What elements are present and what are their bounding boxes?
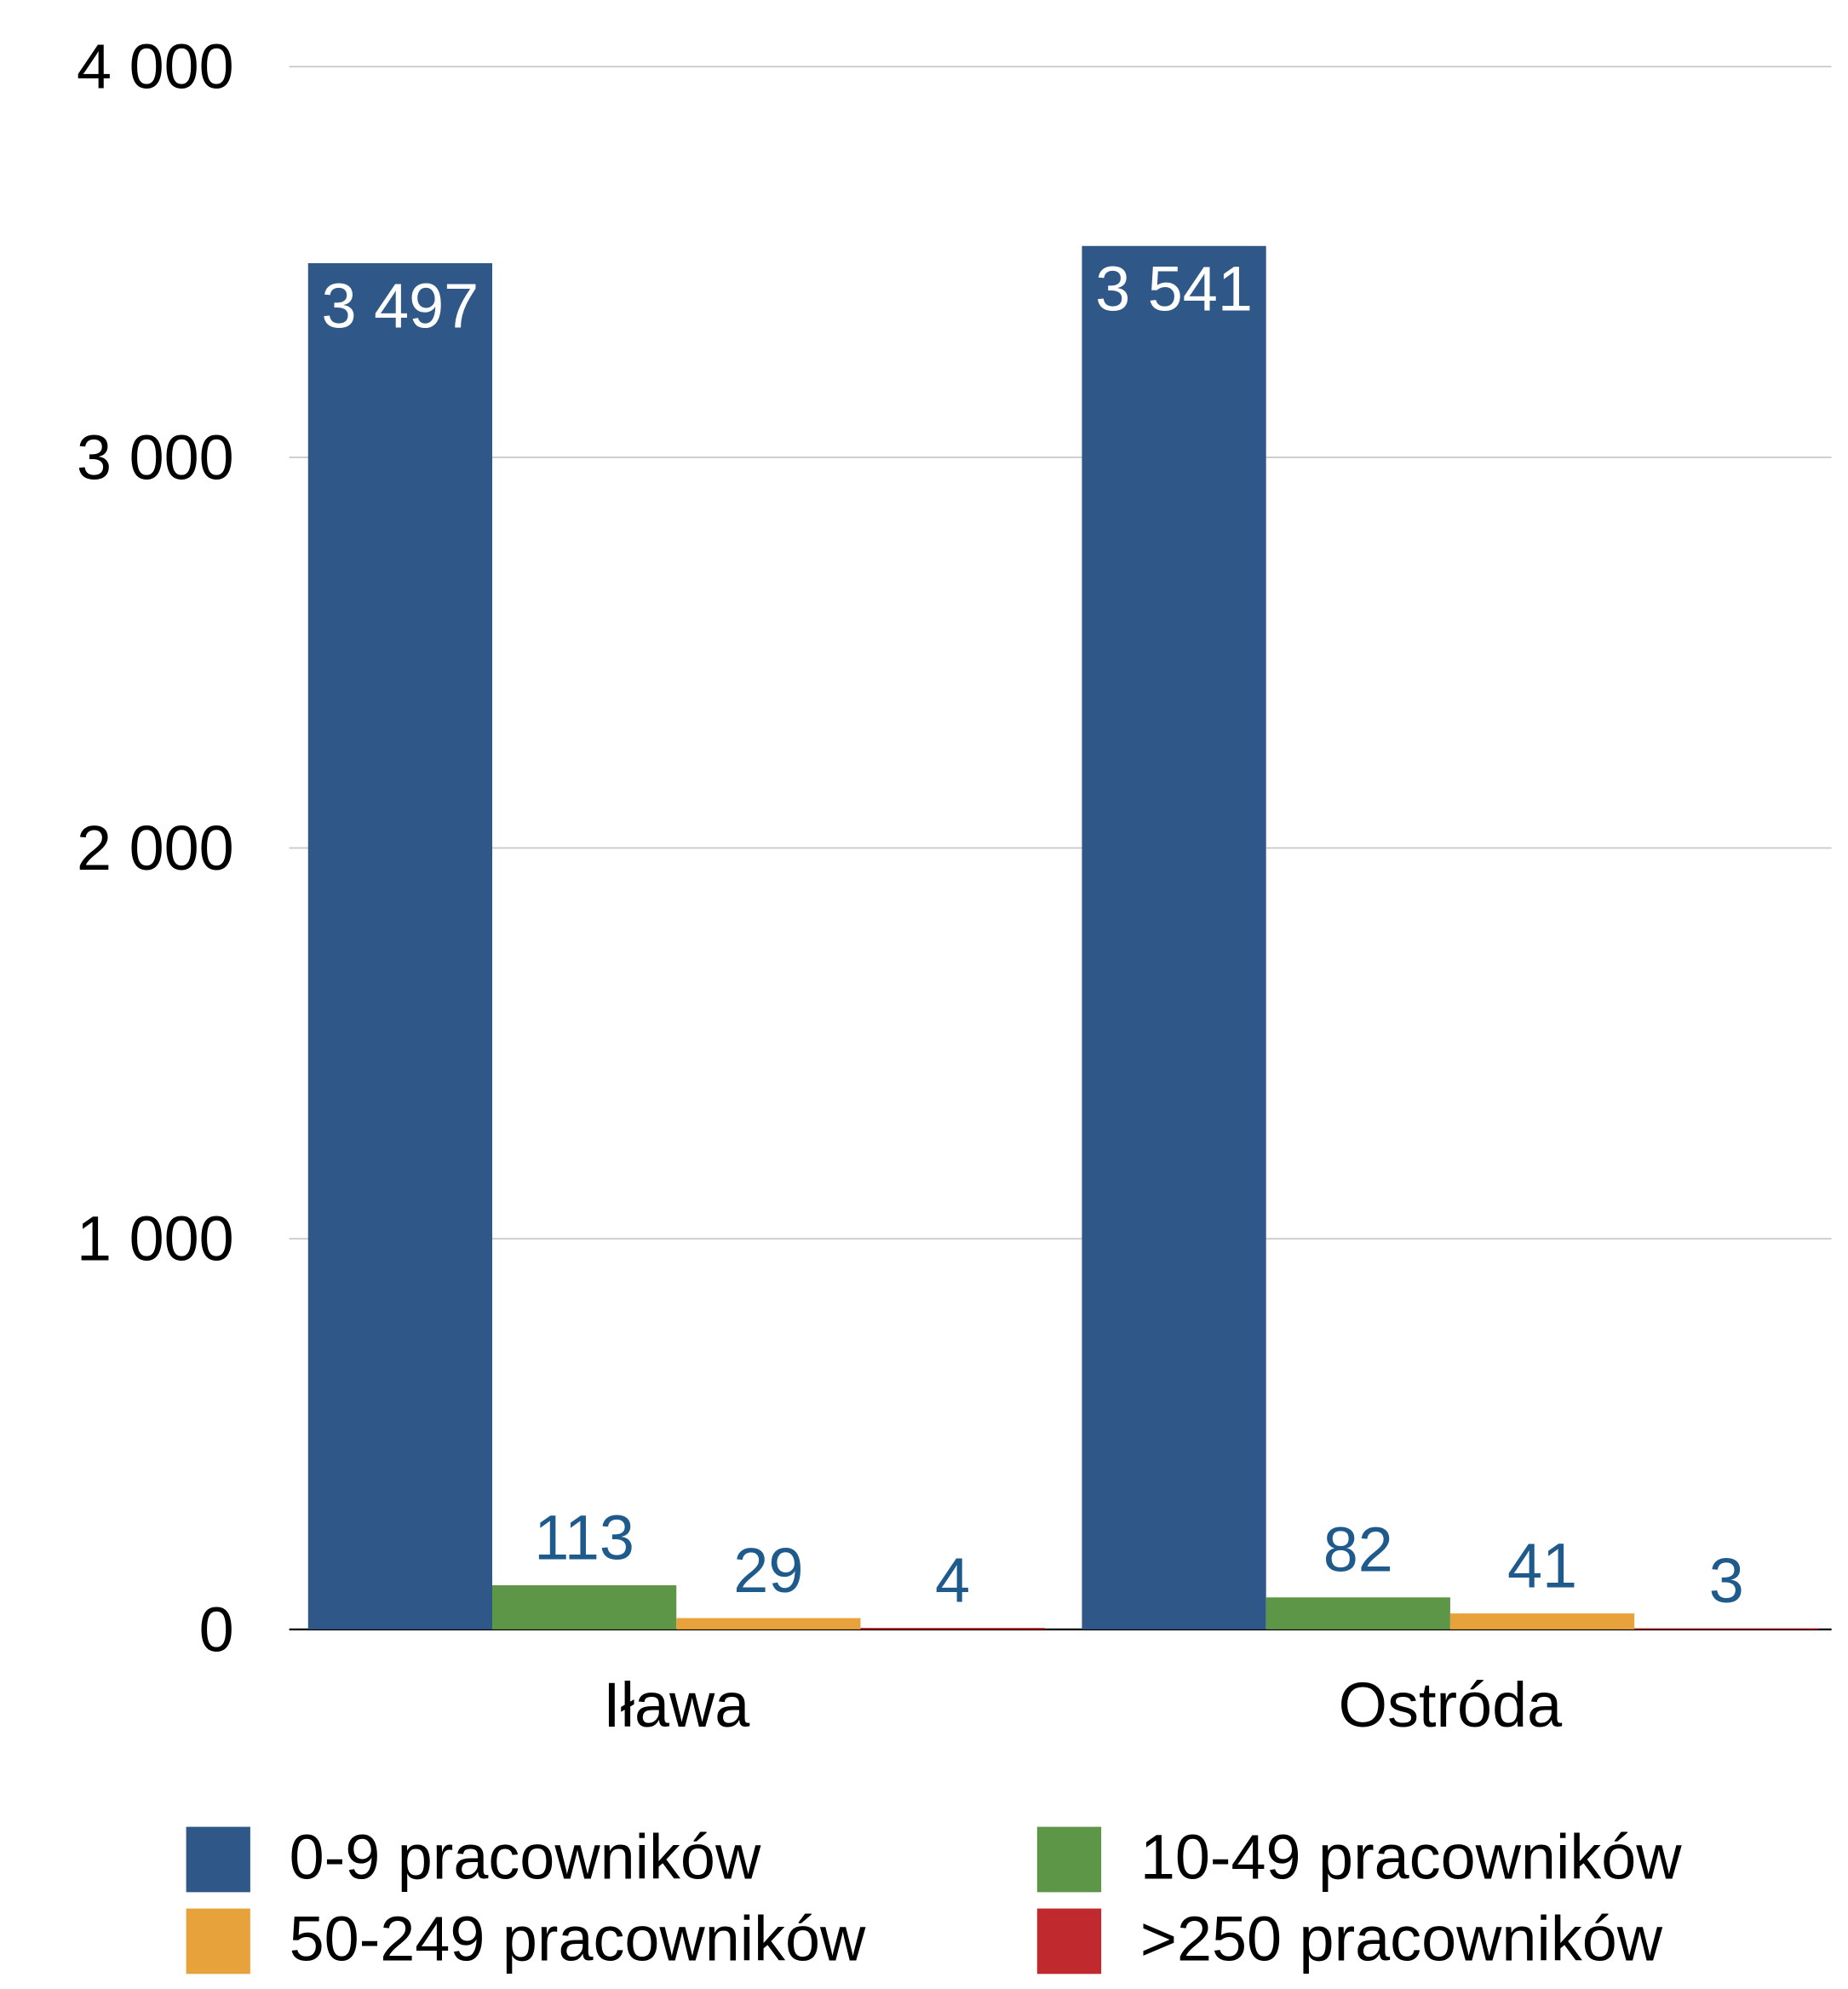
x-tick-label: Iława [603, 1670, 750, 1740]
data-label: 4 [935, 1544, 970, 1615]
legend-label: >250 pracowników [1140, 1903, 1663, 1974]
legend-swatch [186, 1908, 250, 1975]
data-label: 41 [1507, 1530, 1577, 1601]
y-tick-label: 0 [199, 1594, 234, 1664]
bar [1265, 1597, 1450, 1630]
legend-swatch [1036, 1826, 1102, 1893]
data-label: 113 [534, 1502, 634, 1572]
legend-swatch [1036, 1908, 1102, 1975]
y-tick-label: 3 000 [77, 422, 234, 492]
legend-swatch [186, 1826, 250, 1893]
bar [492, 1585, 677, 1630]
legend-label: 0-9 pracowników [290, 1821, 761, 1892]
data-label: 3 [1709, 1545, 1744, 1616]
data-label: 82 [1323, 1515, 1393, 1585]
data-label: 3 541 [1095, 253, 1253, 324]
bar [1082, 245, 1266, 1630]
legend-label: 10-49 pracowników [1140, 1821, 1682, 1892]
data-label: 29 [733, 1535, 803, 1606]
data-label: 3 497 [322, 271, 479, 342]
y-tick-label: 4 000 [77, 32, 234, 102]
x-tick-label: Ostróda [1339, 1670, 1563, 1740]
legend-label: 50-249 pracowników [290, 1903, 866, 1974]
bar [307, 262, 493, 1630]
bar [1449, 1613, 1635, 1630]
bar [676, 1618, 861, 1630]
bar [860, 1628, 1045, 1630]
y-tick-label: 2 000 [77, 813, 234, 883]
bar [1634, 1628, 1819, 1630]
y-tick-label: 1 000 [77, 1204, 234, 1274]
